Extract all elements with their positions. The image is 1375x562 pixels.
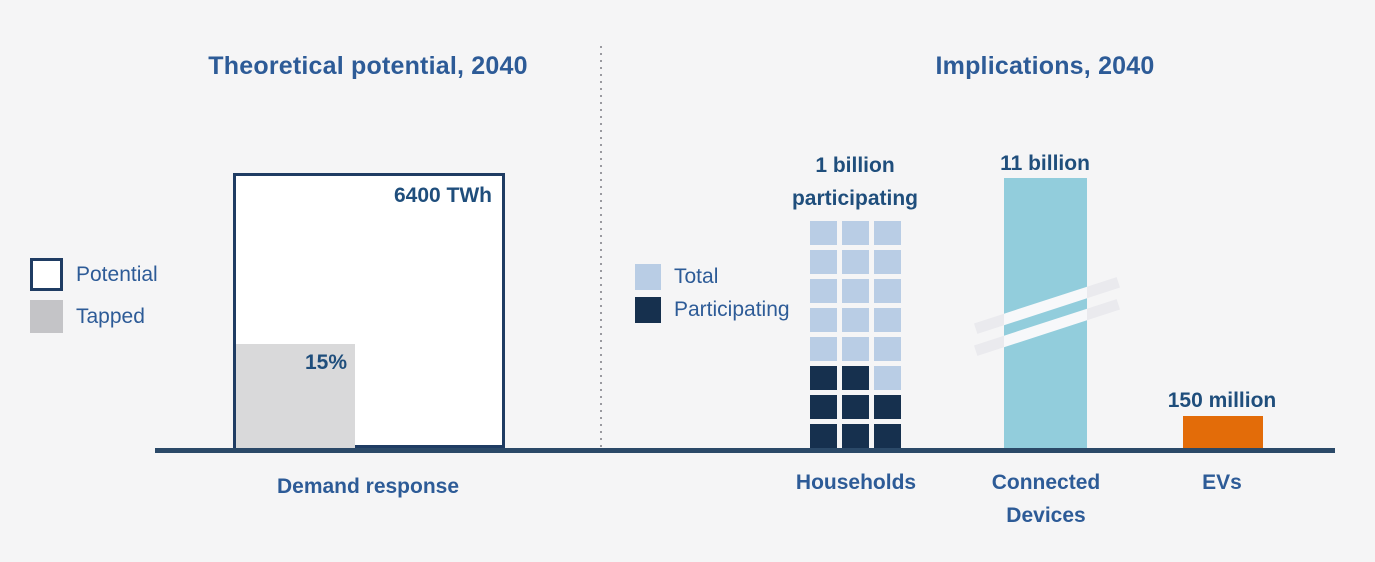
total-cell <box>842 250 869 274</box>
total-cell <box>810 308 837 332</box>
right-panel-title: Implications, 2040 <box>935 52 1155 80</box>
legend-item-total: Total <box>635 264 718 290</box>
participating-cell <box>842 424 869 448</box>
tapped-value-label: 15% <box>304 351 347 374</box>
connected-category-line1: Connected <box>991 471 1101 494</box>
panel-divider-dotted <box>600 46 602 450</box>
potential-value-label: 6400 TWh <box>393 184 492 207</box>
total-cell <box>874 337 901 361</box>
connected-category-line2: Devices <box>1006 504 1086 527</box>
households-grid <box>810 221 901 448</box>
legend-item-participating: Participating <box>635 297 790 323</box>
participating-cell <box>842 395 869 419</box>
legend-label-total: Total <box>674 265 719 288</box>
x-axis-baseline <box>155 448 1335 453</box>
participating-cell <box>810 395 837 419</box>
total-cell <box>842 337 869 361</box>
legend-label-potential: Potential <box>76 262 158 286</box>
legend-label-tapped: Tapped <box>76 304 145 328</box>
connected-devices-bar <box>1004 178 1087 448</box>
total-cell <box>810 337 837 361</box>
total-cell <box>842 279 869 303</box>
legend-swatch-tapped <box>30 300 63 333</box>
total-cell <box>874 279 901 303</box>
total-cell <box>810 279 837 303</box>
evs-annotation: 150 million <box>1167 389 1277 412</box>
total-cell <box>810 250 837 274</box>
participating-cell <box>874 395 901 419</box>
category-label-connected-devices: Connected Devices <box>956 466 1136 532</box>
total-cell <box>874 250 901 274</box>
connected-annotation: 11 billion <box>1000 152 1090 175</box>
evs-bar <box>1183 416 1263 448</box>
participating-cell <box>842 366 869 390</box>
total-cell <box>874 308 901 332</box>
total-cell <box>842 308 869 332</box>
legend-label-participating: Participating <box>674 298 790 321</box>
left-panel-title: Theoretical potential, 2040 <box>208 52 528 80</box>
total-cell <box>842 221 869 245</box>
total-cell <box>874 221 901 245</box>
legend-item-potential: Potential <box>30 258 158 291</box>
participating-cell <box>874 424 901 448</box>
total-cell <box>874 366 901 390</box>
legend-item-tapped: Tapped <box>30 300 145 333</box>
legend-swatch-participating <box>635 297 661 323</box>
category-label-households: Households <box>795 471 917 494</box>
households-annotation-line1: 1 billion <box>815 154 895 177</box>
total-cell <box>810 221 837 245</box>
households-annotation-line2: participating <box>791 187 918 210</box>
legend-swatch-total <box>635 264 661 290</box>
participating-cell <box>810 366 837 390</box>
category-label-evs: EVs <box>1202 471 1242 494</box>
households-annotation: 1 billion participating <box>760 149 950 215</box>
tapped-bar: 15% <box>236 344 355 448</box>
legend-swatch-potential <box>30 258 63 291</box>
category-label-demand-response: Demand response <box>276 475 460 498</box>
participating-cell <box>810 424 837 448</box>
